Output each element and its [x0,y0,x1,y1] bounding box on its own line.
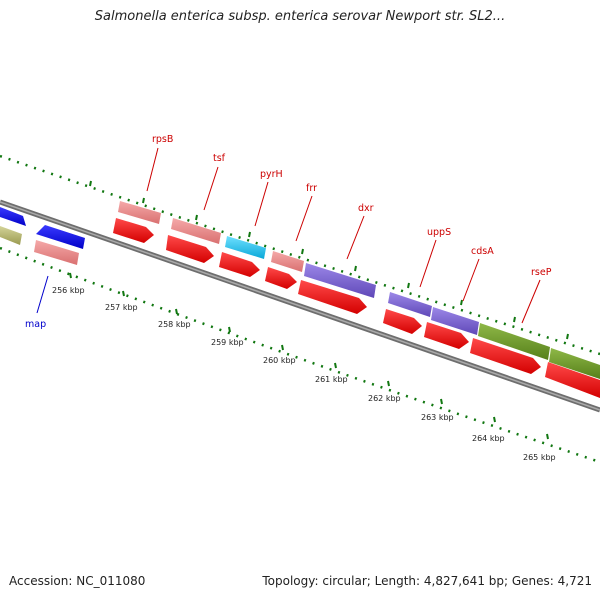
gene-cdsA-box [478,323,550,360]
gene-dxr-box [304,263,376,298]
gene-frr-box [271,251,304,272]
gene-rseP-box [549,348,600,379]
scale-label: 256 kbp [52,286,85,295]
gene-rseP-arrow [470,338,541,374]
scale-label: 259 kbp [211,338,244,347]
gene-uppS-box-1 [388,292,432,317]
gene-label-pyrH: pyrH [260,169,283,180]
gene-rpsB-arrow [113,218,154,243]
gene-dxr-arrow [298,280,367,314]
accession-text: Accession: NC_011080 [9,574,146,588]
gene-tsf-arrow [166,235,214,263]
gene-next-arrow [545,362,600,398]
inner-ticks [69,272,549,440]
gene-uppS-arrow [383,309,422,334]
scale-label: 262 kbp [368,394,401,403]
scale-label: 260 kbp [263,356,296,365]
gene-label-uppS: uppS [427,227,451,238]
scale-label: 257 kbp [105,303,138,312]
scale-label: 258 kbp [158,320,191,329]
scale-label: 265 kbp [523,453,556,462]
map-leader [36,275,49,314]
outer-ticks [89,180,569,340]
backbone-highlight [0,201,600,411]
gene-label-rseP: rseP [531,267,552,278]
gene-label-rpsB: rpsB [152,134,173,145]
scale-label: 261 kbp [315,375,348,384]
scale-label: 263 kbp [421,413,454,422]
gene-khaki-fwd [0,226,22,245]
gene-cdsA-arrow [424,322,469,349]
gene-rpsB-box [118,201,161,224]
gene-label-dxr: dxr [358,203,374,214]
gene-map-arrow [36,225,85,249]
label-leaders [146,147,541,324]
gene-label-frr: frr [306,183,317,194]
inner-scale-ring [0,246,600,464]
second-row-features[interactable] [34,218,600,398]
forward-features[interactable] [0,201,600,379]
gene-frr-arrow [265,267,297,289]
gene-map-box [34,240,79,265]
gene-uppS-box-2 [431,307,479,335]
outer-scale-ring [0,154,600,356]
map-title: Salmonella enterica subsp. enterica sero… [94,9,506,24]
gene-label-map: map [25,319,46,330]
gene-label-cdsA: cdsA [471,246,494,257]
gene-labels[interactable]: rpsB tsf pyrH frr dxr uppS cdsA rseP map [25,134,552,330]
scale-labels: 256 kbp 257 kbp 258 kbp 259 kbp 260 kbp … [52,286,556,462]
genome-summary-text: Topology: circular; Length: 4,827,641 bp… [262,574,592,588]
gene-pyrH-arrow [219,252,260,277]
scale-label: 264 kbp [472,434,505,443]
gene-tsf-box [171,218,221,244]
gene-label-tsf: tsf [213,153,226,164]
gene-blue-fwd [0,207,26,226]
gene-pyrH-box [225,236,266,259]
